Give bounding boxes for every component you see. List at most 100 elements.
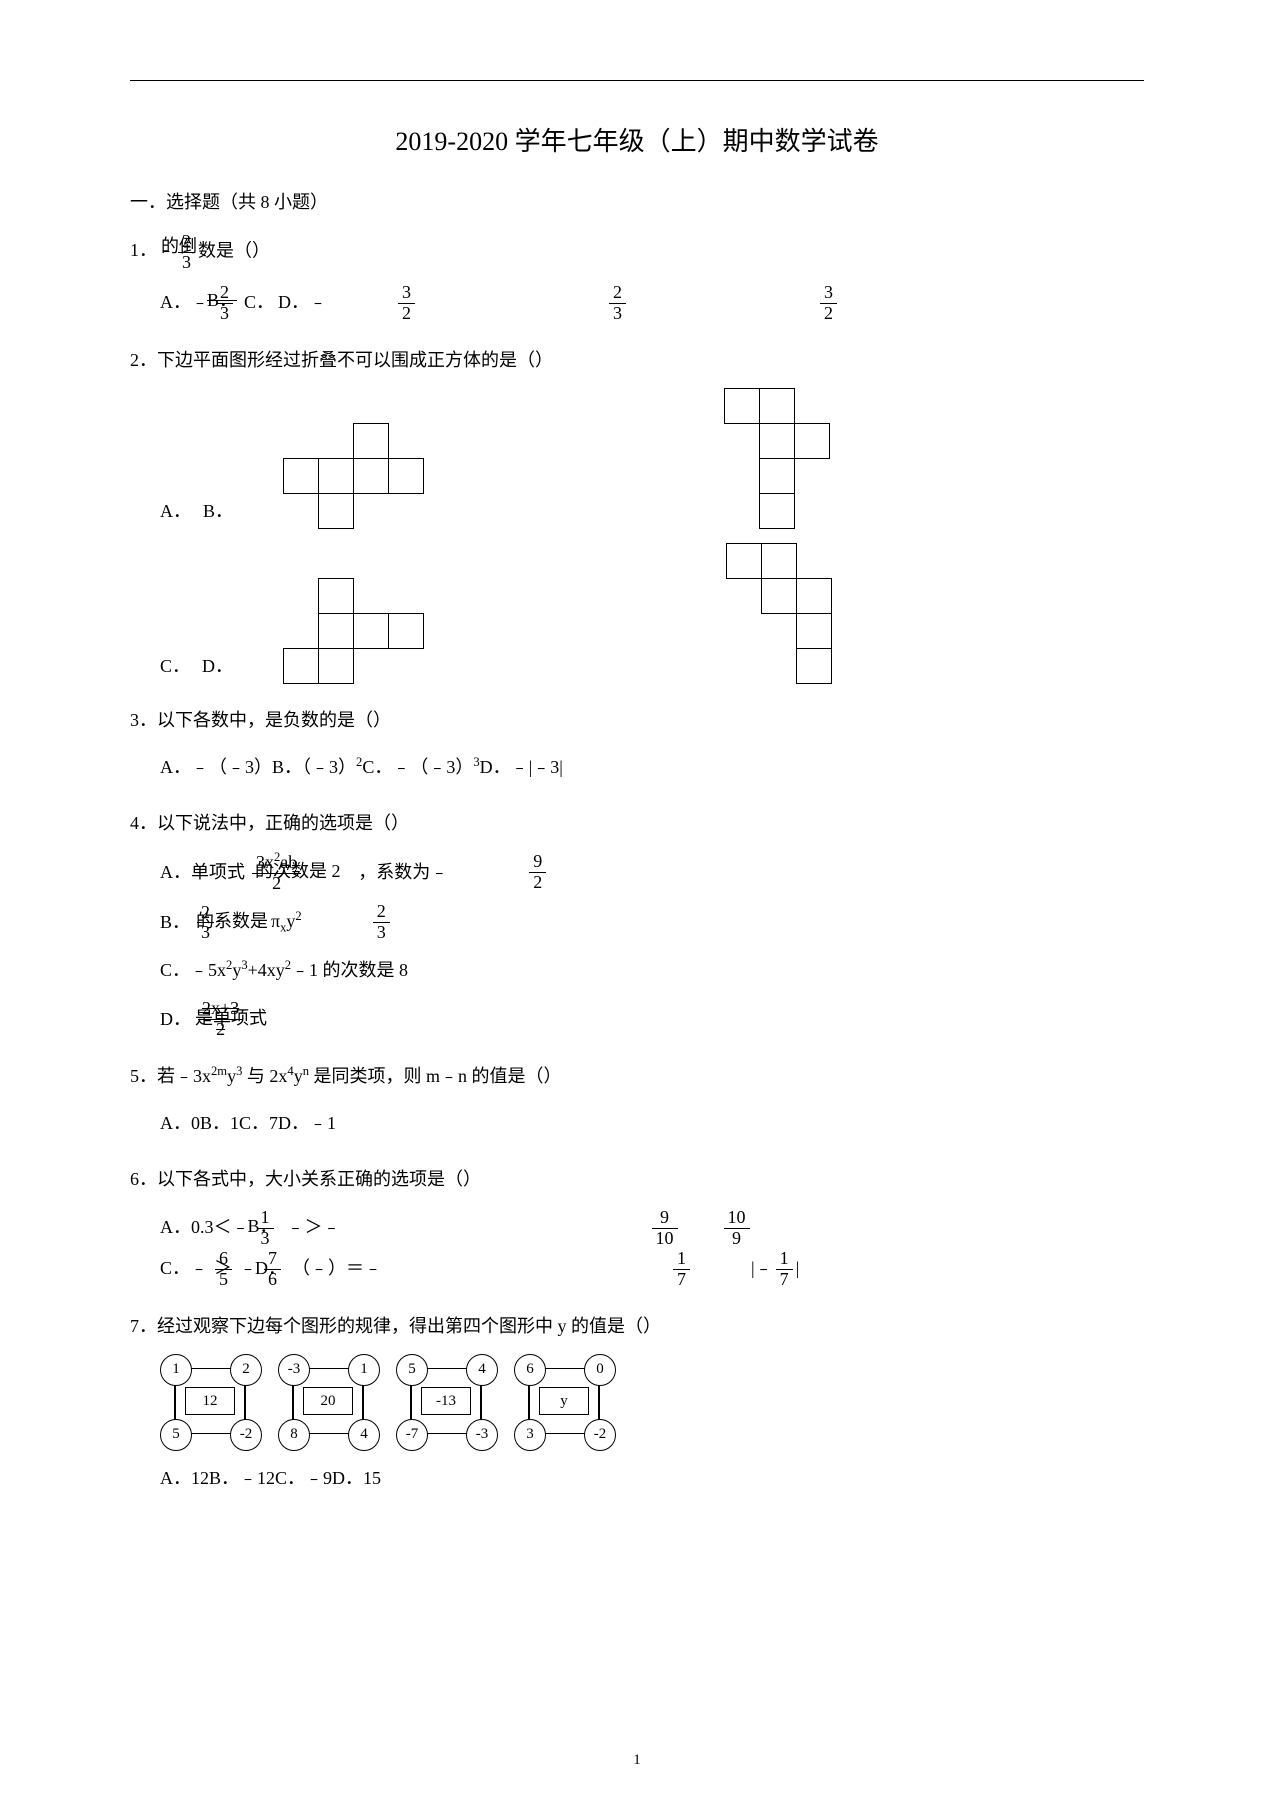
frac-num: 3: [820, 283, 837, 304]
question-4: 4．以下说法中，正确的选项是（）: [130, 805, 1144, 841]
frac-den: 7: [776, 1270, 793, 1290]
q1-optC: C．: [244, 283, 274, 323]
graph-mid: -13: [421, 1387, 471, 1415]
q4D-overlay: 是单项式: [195, 999, 267, 1039]
frac-den: 10: [652, 1229, 678, 1249]
frac-den: 2: [398, 304, 415, 324]
question-6: 6．以下各式中，大小关系正确的选项是（）: [130, 1161, 1144, 1197]
frac-num: 3: [398, 283, 415, 304]
graph-node: 6: [514, 1354, 546, 1386]
q1-stem-post: 数是（）: [198, 240, 270, 260]
q4A-pre: A．单项式: [160, 853, 245, 893]
q6A-pre: A．0.3＜﹣: [160, 1208, 250, 1248]
q6-options: A．0.3＜﹣ 1 3 B． ﹣＞﹣ 9 10 10 9 C．﹣: [160, 1207, 1144, 1289]
q1-frac3: 2 3: [609, 283, 626, 324]
graph-node: -2: [584, 1419, 616, 1451]
q4D-pre: D．: [160, 1000, 191, 1040]
q6C-mid-overlay: ＞: [214, 1249, 232, 1289]
frac-den: 3: [609, 304, 626, 324]
graph-node: 5: [160, 1419, 192, 1451]
q1-optB-overlay: B．: [207, 281, 237, 321]
frac-den: 2: [820, 304, 837, 324]
pattern-graph-2: -3 1 8 4 20: [278, 1354, 378, 1449]
q6B-mid: ﹣＞﹣: [287, 1208, 341, 1248]
q4A-frac2: 9 2: [529, 852, 546, 893]
q6B-frac2: 10 9: [724, 1208, 750, 1249]
frac-num: 2: [609, 283, 626, 304]
graph-node: -7: [396, 1419, 428, 1451]
page-title: 2019-2020 学年七年级（上）期中数学试卷: [130, 121, 1144, 158]
q4B-overlay: 的系数是: [196, 902, 268, 942]
q1-options: A．﹣ 2 3 B． C． D．﹣ 3 2 2 3 3: [160, 283, 1144, 324]
frac-num: 2: [373, 902, 390, 923]
q4B-mid: πxy2: [271, 902, 302, 942]
frac-num: 10: [724, 1208, 750, 1229]
graph-node: 5: [396, 1354, 428, 1386]
frac-num: 1: [673, 1249, 690, 1270]
pattern-graph-1: 125-212: [160, 1354, 260, 1449]
graph-node: 4: [466, 1354, 498, 1386]
question-2: 2．下边平面图形经过折叠不可以围成正方体的是（）: [130, 342, 1144, 378]
graph-node: -2: [230, 1419, 262, 1451]
graph-node: 3: [514, 1419, 546, 1451]
q4C: C．﹣5x2y3+4xy2﹣1 的次数是 8: [160, 951, 408, 991]
frac-den: 9: [724, 1229, 750, 1249]
q4A-post: ，系数为﹣: [358, 853, 448, 893]
graph-node: 2: [230, 1354, 262, 1386]
frac-num: 9: [652, 1208, 678, 1229]
q6D-overlay: D．: [255, 1249, 286, 1289]
q3-opts-text: A．﹣（﹣3）B．（﹣3）2C．﹣（﹣3）3D．﹣|﹣3|: [160, 757, 563, 777]
cube-net-B: [724, 388, 830, 529]
question-7: 7．经过观察下边每个图形的规律，得出第四个图形中 y 的值是（）: [130, 1308, 1144, 1344]
frac-num: 1: [776, 1249, 793, 1270]
section-header: 一．选择题（共 8 小题）: [130, 188, 1144, 214]
q2-row1: A． B．: [160, 388, 1144, 529]
q2-labD: D．: [202, 652, 233, 678]
q1-optD: D．﹣: [278, 283, 327, 323]
graph-node: 8: [278, 1419, 310, 1451]
frac-num: 9: [529, 852, 546, 873]
q5-options: A．0B．1C．7D．﹣1: [160, 1104, 1144, 1144]
q6D-frac1: 1 7: [673, 1249, 690, 1290]
q2-labA: A．: [160, 497, 191, 523]
q6B-overlay: B．: [248, 1207, 278, 1247]
graph-node: 4: [348, 1419, 380, 1451]
q6D-abs: |﹣17|: [751, 1249, 799, 1290]
q1-frac4: 3 2: [820, 283, 837, 324]
q4A-overlay: 的次数是 2: [255, 852, 341, 892]
q1-frac2: 3 2: [398, 283, 415, 324]
q2-labB: B．: [203, 497, 233, 523]
graph-node: 1: [160, 1354, 192, 1386]
q6C-pre: C．﹣: [160, 1249, 208, 1289]
pattern-graph-4: 6 0 3 -2 y: [514, 1354, 614, 1449]
q1-overlay: 的倒: [161, 228, 197, 264]
graph-mid: y: [539, 1387, 589, 1415]
q6D-mid: （﹣）＝﹣: [292, 1249, 382, 1289]
graph-node: 0: [584, 1354, 616, 1386]
q3-options: A．﹣（﹣3）B．（﹣3）2C．﹣（﹣3）3D．﹣|﹣3|: [160, 748, 1144, 788]
graph-mid: 20: [303, 1387, 353, 1415]
q2-row2: C． D．: [160, 543, 1144, 684]
q6B-frac1: 9 10: [652, 1208, 678, 1249]
cube-net-C: [283, 578, 424, 684]
frac-den: 2: [529, 873, 546, 893]
cube-net-D: [726, 543, 832, 684]
frac-den: 7: [673, 1270, 690, 1290]
page-number: 1: [633, 1752, 641, 1769]
graph-node: 1: [348, 1354, 380, 1386]
graph-node: -3: [278, 1354, 310, 1386]
graph-node: -3: [466, 1419, 498, 1451]
q4-options: A．单项式 3x2ab 2 的次数是 2 ，系数为﹣ 9 2 B． 2 3: [160, 851, 1144, 1040]
q7-options: A．12B．﹣12C．﹣9D．15: [160, 1459, 1144, 1499]
q4B-frac2: 2 3: [373, 902, 390, 943]
graph-mid: 12: [185, 1387, 235, 1415]
question-3: 3．以下各数中，是负数的是（）: [130, 702, 1144, 738]
q1-optA-pre: A．﹣: [160, 283, 209, 323]
frac-den: 3: [373, 923, 390, 943]
question-1: 1．﹣ 2 3 的倒 数是（）: [130, 232, 1144, 273]
q2-labC: C．: [160, 652, 190, 678]
pattern-graph-3: 5 4 -7 -3 -13: [396, 1354, 496, 1449]
q4B-pre: B．: [160, 903, 190, 943]
cube-net-A: [283, 423, 424, 529]
pattern-graphs: 125-212-31842054-7-3-13603-2y: [160, 1354, 1144, 1449]
